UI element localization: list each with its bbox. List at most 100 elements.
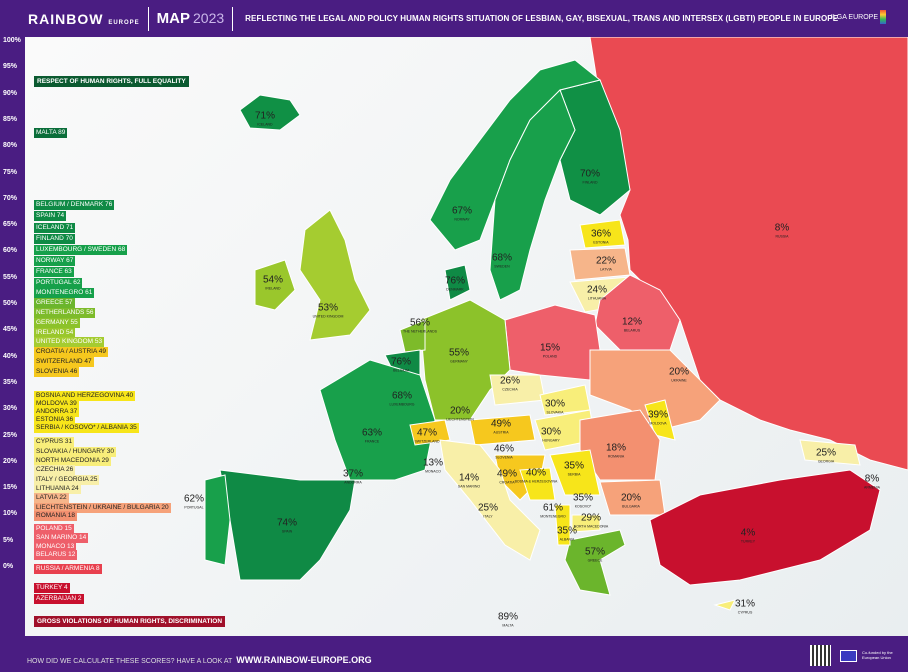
- qr-code: [810, 645, 831, 666]
- country-score: 25%: [477, 502, 499, 514]
- country-name: Bosnia & Herzegovina: [514, 479, 558, 484]
- country-austria[interactable]: [469, 414, 536, 446]
- country-score: 74%: [276, 517, 298, 529]
- country-score: 29%: [580, 512, 601, 524]
- country-name: Romania: [607, 454, 625, 459]
- country-label: 49% Croatia: [496, 468, 518, 487]
- country-score: 68%: [491, 252, 513, 264]
- scale-tick: 25%: [3, 431, 18, 439]
- country-label: 35% Kosovo*: [573, 493, 593, 511]
- country-score: 35%: [556, 525, 578, 537]
- country-greece[interactable]: [564, 529, 626, 596]
- country-albania[interactable]: [554, 504, 571, 546]
- country-label: 35% Albania: [556, 525, 578, 544]
- country-france[interactable]: [319, 359, 436, 481]
- country-label: 40% Bosnia & Herzegovina: [514, 467, 558, 486]
- country-label: 74% Spain: [276, 517, 298, 536]
- country-name: Portugal: [184, 505, 204, 510]
- legend-entry: SLOVENIA 46: [34, 367, 80, 377]
- legend-entry: CROATIA / AUSTRIA 49: [34, 347, 108, 357]
- country-italy[interactable]: [439, 439, 541, 561]
- scale-tick: 20%: [3, 457, 18, 465]
- website-link[interactable]: WWW.RAINBOW-EUROPE.ORG: [236, 655, 372, 665]
- country-sweden[interactable]: [489, 89, 576, 301]
- country-label: 63% France: [361, 427, 383, 446]
- legend-entry: IRELAND 54: [34, 328, 76, 338]
- legend-entry: BELGIUM / DENMARK 76: [34, 200, 115, 210]
- country-score: 36%: [590, 228, 612, 240]
- country-germany[interactable]: [419, 299, 511, 421]
- rainbow-logo: RAINBOW EUROPE: [28, 10, 140, 27]
- legend-entry: MALTA 89: [34, 128, 68, 138]
- country-serbia[interactable]: [549, 449, 601, 496]
- scale-tick: 80%: [3, 142, 18, 150]
- country-macedonia[interactable]: [571, 514, 601, 533]
- scale-tick: 50%: [3, 300, 18, 307]
- country-name: Iceland: [257, 122, 273, 127]
- country-label: 49% Austria: [491, 419, 511, 437]
- country-name: Estonia: [593, 240, 609, 245]
- country-name: Ukraine: [671, 378, 687, 383]
- country-score: 63%: [361, 427, 383, 439]
- country-iceland[interactable]: [239, 94, 301, 131]
- legend-entry: NETHERLANDS 56: [34, 308, 96, 318]
- country-moldova[interactable]: [644, 399, 676, 441]
- country-name: San Marino: [457, 484, 481, 489]
- country-score: 20%: [449, 405, 470, 417]
- legend-entry: NORWAY 67: [34, 256, 76, 266]
- country-score: 49%: [496, 468, 518, 480]
- country-norway[interactable]: [429, 59, 602, 251]
- country-score: 47%: [416, 427, 437, 439]
- country-name: Georgia: [817, 459, 835, 464]
- country-score: 20%: [668, 366, 690, 378]
- country-name: Finland: [582, 180, 598, 185]
- scale-tick: 10%: [3, 510, 18, 518]
- country-label: 14% San Marino: [457, 473, 481, 491]
- country-georgia[interactable]: [799, 439, 861, 466]
- country-label: 20% Ukraine: [668, 366, 690, 385]
- country-spain[interactable]: [219, 469, 356, 581]
- country-label: 4% Turkey: [740, 527, 756, 546]
- country-portugal[interactable]: [204, 474, 231, 566]
- country-denmark[interactable]: [444, 264, 471, 301]
- country-name: Denmark: [446, 287, 464, 292]
- country-estonia[interactable]: [579, 219, 626, 249]
- scale-tick: 60%: [3, 247, 18, 255]
- country-name: Albania: [559, 537, 575, 542]
- country-label: 30% Hungary: [541, 427, 561, 445]
- country-label: 29% North Macedonia: [574, 512, 609, 531]
- country-name: Norway: [454, 217, 470, 222]
- subtitle: REFLECTING THE LEGAL AND POLICY HUMAN RI…: [245, 14, 839, 23]
- country-score: 26%: [499, 375, 521, 387]
- country-score: 67%: [451, 205, 473, 217]
- country-score: 35%: [563, 460, 585, 472]
- country-cyprus[interactable]: [713, 599, 736, 611]
- country-label: 24% Lithuania: [586, 284, 608, 303]
- divider: [232, 6, 234, 31]
- country-label: 76% Belgium: [391, 357, 411, 375]
- country-ireland[interactable]: [254, 259, 296, 311]
- legend-entry: FRANCE 63: [34, 267, 74, 277]
- country-name: Spain: [281, 529, 293, 534]
- country-netherlands[interactable]: [399, 319, 426, 353]
- country-score: 56%: [409, 317, 431, 329]
- country-belarus[interactable]: [594, 274, 681, 351]
- country-switzerland[interactable]: [409, 419, 451, 446]
- country-score: 40%: [525, 467, 547, 479]
- country-score: 24%: [586, 284, 608, 296]
- percentage-scale: 100% 95% 90% 85% 80% 75% 70% 65% 60% 55% 50% 45% 40%…: [0, 37, 25, 636]
- country-score: 15%: [539, 342, 561, 354]
- country-score: 4%: [740, 527, 756, 539]
- divider: [147, 6, 149, 31]
- country-uk[interactable]: [299, 209, 371, 341]
- country-label: 68% Sweden: [491, 252, 513, 271]
- country-turkey[interactable]: [649, 469, 881, 586]
- country-ukraine[interactable]: [589, 349, 721, 431]
- country-label: 61% Montenegro: [540, 503, 565, 521]
- scale-tick: 5%: [3, 536, 14, 544]
- country-name: Hungary: [542, 438, 560, 443]
- legend-entry: TURKEY 4: [34, 583, 70, 593]
- country-bosnia[interactable]: [519, 467, 556, 501]
- country-name: Bulgaria: [622, 504, 640, 509]
- country-name: Luxembourg: [389, 402, 415, 407]
